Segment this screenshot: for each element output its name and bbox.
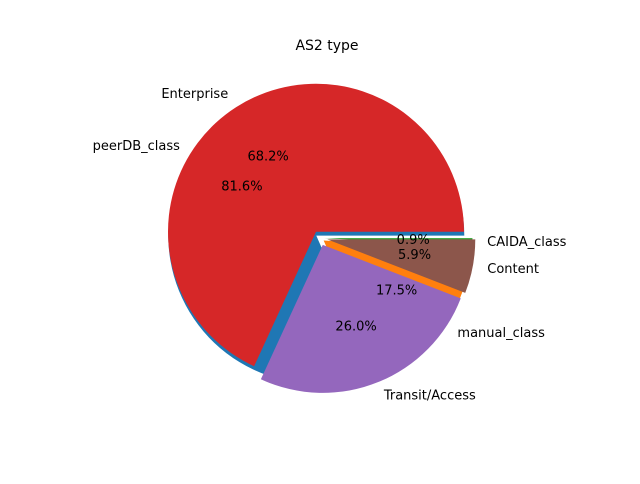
slice-label-content: Content [487,262,539,277]
pct-label-caida-class: 0.9% [397,233,430,248]
slice-label-peerdb-class: peerDB_class [93,139,181,154]
slice-label-enterprise: Enterprise [161,87,228,102]
pct-label-manual-class: 17.5% [376,284,417,299]
pct-label-content: 5.9% [398,248,431,263]
pct-label-transit-access: 26.0% [335,320,376,335]
slice-label-caida-class: CAIDA_class [487,235,566,250]
slice-label-manual-class: manual_class [457,326,545,341]
pct-label-enterprise: 68.2% [247,149,288,164]
slice-label-transit-access: Transit/Access [383,388,476,403]
pct-label-peerdb-class: 81.6% [221,180,262,195]
chart-title: AS2 type [295,38,358,54]
